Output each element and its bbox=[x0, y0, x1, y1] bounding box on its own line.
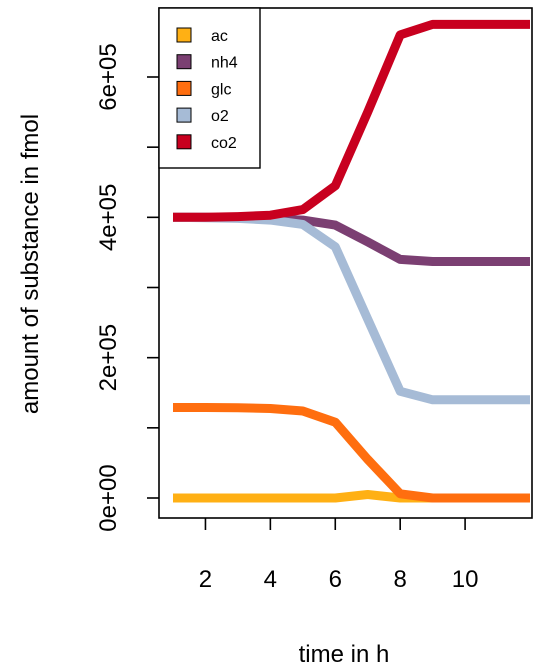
legend-label-nh4: nh4 bbox=[211, 55, 238, 72]
legend-label-co2: co2 bbox=[211, 135, 237, 152]
series-lines bbox=[172, 19, 530, 503]
x-tick-label: 4 bbox=[264, 566, 277, 593]
plot-area bbox=[158, 7, 533, 519]
y-tick-label: 0e+00 bbox=[95, 464, 122, 531]
series-line-glc bbox=[173, 403, 530, 503]
legend-swatch-o2 bbox=[176, 107, 192, 123]
legend-box bbox=[158, 7, 261, 169]
x-tick-label: 10 bbox=[452, 566, 479, 593]
series-line-co2 bbox=[173, 19, 530, 222]
y-tick-label: 4e+05 bbox=[95, 184, 122, 251]
x-tick-label: 2 bbox=[199, 566, 212, 593]
legend-swatch-co2 bbox=[176, 134, 192, 150]
legend-label-o2: o2 bbox=[211, 108, 229, 125]
y-axis: 0e+00 2e+05 4e+05 6e+05 bbox=[95, 43, 159, 532]
y-axis-label: amount of substance in fmol bbox=[17, 114, 44, 414]
legend-label-ac: ac bbox=[211, 28, 228, 45]
legend: ac nh4 glc o2 co2 bbox=[158, 7, 261, 169]
series-line-o2 bbox=[172, 212, 530, 405]
legend-label-glc: glc bbox=[211, 81, 231, 98]
legend-swatch-glc bbox=[176, 80, 192, 96]
legend-swatch-nh4 bbox=[176, 54, 192, 70]
legend-swatch-ac bbox=[176, 27, 192, 43]
series-line-nh4 bbox=[173, 212, 530, 266]
plot-frame bbox=[158, 7, 533, 519]
y-tick-label: 6e+05 bbox=[95, 43, 122, 110]
x-tick-label: 6 bbox=[329, 566, 342, 593]
x-tick-label: 8 bbox=[394, 566, 407, 593]
x-axis-label: time in h bbox=[299, 641, 390, 668]
y-tick-label: 2e+05 bbox=[95, 324, 122, 391]
x-axis: 2 4 6 8 10 bbox=[199, 518, 479, 593]
